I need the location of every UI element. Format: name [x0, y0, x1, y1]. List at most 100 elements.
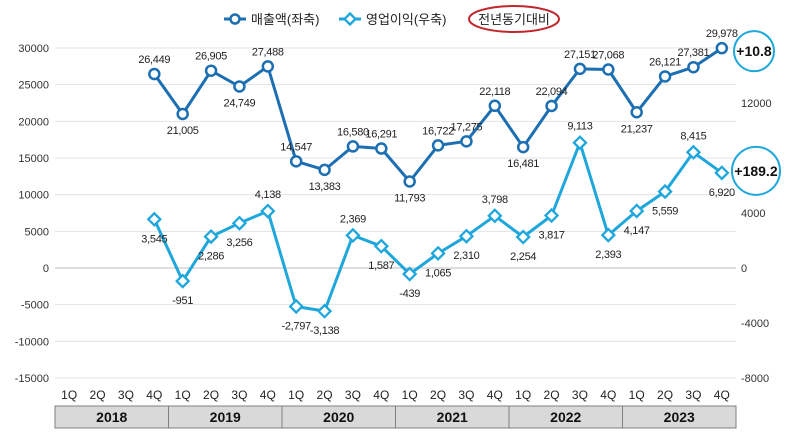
op-profit-point — [629, 203, 645, 219]
op-profit-point — [203, 228, 219, 245]
left-axis-tick: 30000 — [18, 43, 49, 55]
quarter-tick-label: 4Q — [487, 388, 503, 402]
quarter-tick-label: 3Q — [345, 388, 361, 402]
revenue-point — [176, 107, 189, 121]
op-profit-data-label: 2,286 — [198, 251, 224, 263]
right-axis-tick: -8000 — [741, 373, 769, 385]
revenue-data-label: 21,005 — [167, 125, 199, 137]
op-profit-yoy-callout — [731, 145, 781, 196]
revenue-point — [715, 41, 729, 55]
revenue-data-label: 22,118 — [479, 86, 510, 98]
revenue-data-label: 27,151 — [564, 49, 596, 61]
revenue-point — [375, 142, 388, 155]
op-profit-data-label: 9,113 — [567, 121, 592, 133]
revenue-point — [318, 163, 331, 177]
quarter-tick-label: 2Q — [203, 388, 219, 402]
quarter-tick-label: 4Q — [260, 388, 276, 402]
year-label: 2018 — [96, 409, 127, 425]
quarter-tick-label: 4Q — [600, 388, 616, 402]
left-axis-tick: 0 — [43, 263, 49, 275]
legend-label-op-profit: 영업이익(우축) — [366, 12, 446, 27]
op-profit-point — [714, 165, 730, 181]
quarter-tick-label: 2Q — [657, 388, 673, 402]
revenue-point — [460, 135, 473, 148]
op-profit-data-label: 1,587 — [368, 260, 394, 272]
op-profit-point — [373, 238, 389, 254]
revenue-data-label: 11,793 — [394, 193, 425, 205]
revenue-point — [602, 63, 615, 76]
left-axis-tick: 5000 — [25, 226, 49, 238]
op-profit-data-label: 2,310 — [453, 250, 479, 262]
quarter-tick-label: 2Q — [90, 388, 106, 402]
op-profit-point — [231, 215, 248, 231]
revenue-data-label: 16,291 — [365, 129, 397, 141]
revenue-data-label: 29,978 — [706, 28, 738, 40]
quarter-tick-label: 1Q — [515, 388, 531, 402]
left-axis-tick: -15000 — [15, 373, 49, 385]
revenue-point — [204, 64, 218, 77]
revenue-point — [403, 175, 416, 188]
revenue-point — [516, 140, 530, 154]
quarter-tick-label: 3Q — [231, 388, 247, 402]
year-label: 2020 — [323, 409, 354, 425]
op-profit-point — [402, 266, 418, 282]
legend-label-revenue: 매출액(좌축) — [251, 12, 319, 27]
left-axis-tick: 25000 — [18, 80, 49, 92]
legend-label-yoy: 전년동기대비 — [478, 12, 550, 27]
revenue-point — [346, 140, 360, 153]
year-label: 2019 — [210, 409, 241, 425]
revenue-data-label: 21,237 — [621, 123, 653, 135]
revenue-point — [233, 80, 246, 93]
revenue-data-label: 24,749 — [224, 98, 256, 110]
op-profit-point — [657, 183, 673, 200]
right-axis-tick: 12000 — [741, 98, 772, 110]
op-profit-point — [685, 144, 702, 160]
right-axis-tick: 0 — [741, 263, 747, 275]
op-profit-data-label: 2,369 — [340, 213, 366, 225]
op-profit-data-label: 4,138 — [255, 189, 281, 201]
revenue-point — [687, 60, 700, 74]
revenue-yoy-callout — [733, 30, 775, 73]
right-axis-tick: 4000 — [741, 208, 765, 220]
revenue-data-label: 27,488 — [252, 46, 284, 58]
revenue-point — [148, 67, 161, 81]
revenue-data-label: 26,121 — [649, 56, 681, 68]
revenue-data-label: 16,481 — [507, 158, 539, 170]
revenue-data-label: 26,449 — [138, 54, 170, 66]
op-profit-data-label: -2,797 — [281, 320, 311, 332]
legend-marker-op-profit — [342, 11, 358, 27]
revenue-data-label: 17,275 — [451, 121, 483, 133]
op-profit-data-label: 8,415 — [680, 130, 706, 142]
op-profit-data-label: 1,065 — [425, 267, 451, 279]
legend: 매출액(좌축) 영업이익(우축) 전년동기대비 — [224, 5, 560, 33]
revenue-data-label: 14,547 — [280, 141, 312, 153]
op-profit-data-label: 2,393 — [595, 249, 621, 261]
op-profit-point — [345, 227, 361, 244]
op-profit-point — [260, 203, 276, 219]
op-profit-point — [288, 298, 304, 315]
op-profit-data-label: -439 — [399, 288, 420, 300]
op-profit-point — [146, 211, 162, 227]
quarter-tick-label: 4Q — [373, 388, 389, 402]
op-profit-data-label: 3,817 — [539, 230, 565, 242]
op-profit-point — [600, 227, 616, 243]
revenue-yoy-text: +10.8 — [736, 43, 772, 59]
quarter-tick-label: 1Q — [629, 388, 645, 402]
op-profit-point — [543, 207, 560, 224]
revenue-data-label: 27,068 — [592, 50, 624, 62]
left-axis-tick: 20000 — [18, 116, 49, 128]
revenue-point — [488, 99, 502, 113]
op-profit-data-label: 6,920 — [709, 187, 735, 199]
quarter-tick-label: 3Q — [572, 388, 588, 402]
right-axis-tick: -4000 — [741, 318, 769, 330]
op-profit-point — [316, 303, 333, 319]
quarter-tick-label: 2Q — [544, 388, 560, 402]
legend-marker-revenue — [229, 13, 241, 25]
quarter-tick-label: 3Q — [118, 388, 134, 402]
revenue-data-label: 27,381 — [678, 47, 710, 59]
op-profit-data-label: 3,798 — [482, 194, 508, 206]
revenue-point — [573, 62, 587, 76]
left-axis-tick: -5000 — [21, 300, 49, 312]
revenue-point — [545, 99, 558, 113]
